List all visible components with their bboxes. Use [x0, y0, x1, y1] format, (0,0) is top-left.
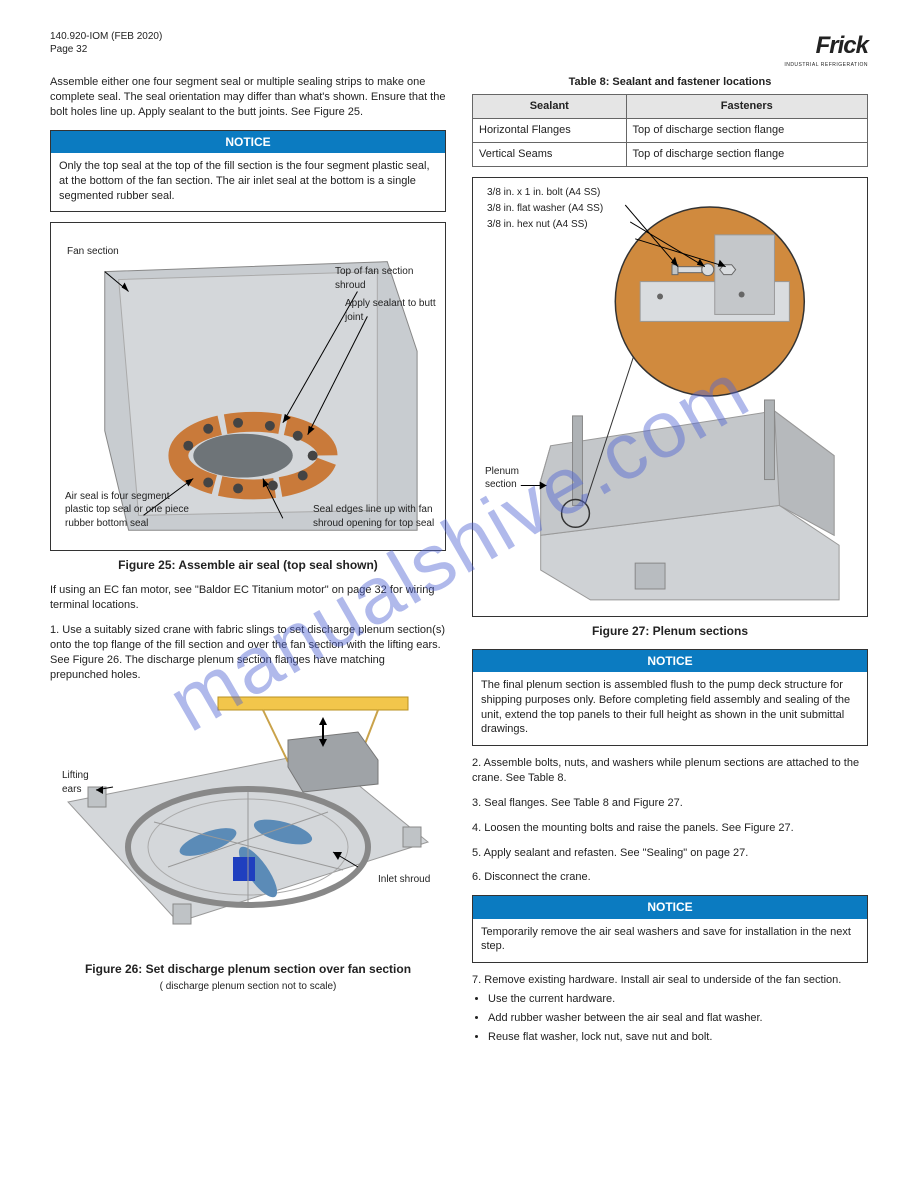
td: Top of discharge section flange	[626, 118, 867, 142]
td: Horizontal Flanges	[473, 118, 627, 142]
figure-26-box: Lifting ears Inlet shroud	[50, 692, 446, 957]
notice-1-text: Only the top seal at the top of the fill…	[59, 160, 430, 202]
step-6: 6. Disconnect the crane.	[472, 870, 868, 885]
step-1-text: Use a suitably sized crane with fabric s…	[50, 624, 445, 681]
intro-paragraph-2: If using an EC fan motor, see "Baldor EC…	[50, 583, 446, 613]
table-header-row: Sealant Fasteners	[473, 94, 868, 118]
header-docinfo: 140.920-IOM (FEB 2020) Page 32	[50, 30, 162, 56]
th-fasteners: Fasteners	[626, 94, 867, 118]
notice-2-text: The final plenum section is assembled fl…	[481, 679, 850, 736]
page-number: Page 32	[50, 43, 162, 56]
page-header: 140.920-IOM (FEB 2020) Page 32 Frick IND…	[50, 30, 868, 69]
td: Vertical Seams	[473, 142, 627, 166]
step-5-num: 5.	[472, 847, 481, 859]
left-column: Assemble either one four segment seal or…	[50, 75, 446, 1054]
step-6-text: Disconnect the crane.	[484, 871, 590, 883]
fig25-label-c: Apply sealant to butt joint	[339, 295, 439, 330]
step-2-num: 2.	[472, 757, 481, 769]
fig27-label-b: 3/8 in. hex nut (A4 SS)	[481, 216, 631, 238]
notice-bar-3: NOTICE	[472, 895, 868, 918]
fig25-label-a: Top of fan section shroud	[329, 263, 439, 298]
step-1-num: 1.	[50, 624, 59, 636]
table-8-caption: Table 8: Sealant and fastener locations	[472, 75, 868, 90]
step-7-lead: Remove existing hardware. Install air se…	[484, 974, 841, 986]
notice-bar-2: NOTICE	[472, 649, 868, 672]
step-3-text: Seal flanges. See Table 8 and Figure 27.	[484, 797, 683, 809]
table-row: Horizontal Flanges Top of discharge sect…	[473, 118, 868, 142]
fig25-label-e: Seal edges line up with fan shroud openi…	[307, 501, 437, 536]
step-5-text: Apply sealant and refasten. See "Sealing…	[484, 847, 749, 859]
figure-27-box: 3/8 in. x 1 in. bolt (A4 SS) 3/8 in. fla…	[472, 177, 868, 617]
step-3: 3. Seal flanges. See Table 8 and Figure …	[472, 796, 868, 811]
th-sealant: Sealant	[473, 94, 627, 118]
step-3-num: 3.	[472, 797, 481, 809]
step-7-bullet: Reuse flat washer, lock nut, save nut an…	[488, 1030, 868, 1045]
fig26-label-b: Inlet shroud	[372, 871, 442, 893]
figure-26-caption: Figure 26: Set discharge plenum section …	[50, 961, 446, 977]
step-5: 5. Apply sealant and refasten. See "Seal…	[472, 846, 868, 861]
step-7-num: 7.	[472, 974, 481, 986]
td: Top of discharge section flange	[626, 142, 867, 166]
logo-text: Frick	[784, 30, 868, 62]
fig26-label-a: Lifting ears	[56, 767, 106, 802]
doc-id: 140.920-IOM (FEB 2020)	[50, 30, 162, 43]
step-4-text: Loosen the mounting bolts and raise the …	[484, 822, 793, 834]
fig27-label-d: Plenum section	[479, 463, 529, 498]
fig25-label-d: Air seal is four segment plastic top sea…	[59, 488, 189, 537]
notice-bar-1: NOTICE	[50, 130, 446, 153]
step-7-bullet: Add rubber washer between the air seal a…	[488, 1011, 868, 1026]
step-2: 2. Assemble bolts, nuts, and washers whi…	[472, 756, 868, 786]
step-6-num: 6.	[472, 871, 481, 883]
logo-subtext: INDUSTRIAL REFRIGERATION	[784, 62, 868, 69]
table-row: Vertical Seams Top of discharge section …	[473, 142, 868, 166]
intro-paragraph-1: Assemble either one four segment seal or…	[50, 75, 446, 120]
notice-body-1: Only the top seal at the top of the fill…	[50, 153, 446, 213]
step-7-bullet: Use the current hardware.	[488, 992, 868, 1007]
step-1: 1. Use a suitably sized crane with fabri…	[50, 623, 446, 682]
step-2-text: Assemble bolts, nuts, and washers while …	[472, 757, 859, 784]
figure-26-subcaption: ( discharge plenum section not to scale)	[50, 980, 446, 994]
notice-body-3: Temporarily remove the air seal washers …	[472, 919, 868, 964]
logo: Frick INDUSTRIAL REFRIGERATION	[784, 30, 868, 69]
step-4-num: 4.	[472, 822, 481, 834]
figure-27-illustration	[481, 186, 859, 606]
notice-3-text: Temporarily remove the air seal washers …	[481, 926, 851, 953]
figure-25-box: Fan section Top of fan section shroud Ap…	[50, 222, 446, 551]
figure-26-illustration	[50, 692, 446, 952]
notice-body-2: The final plenum section is assembled fl…	[472, 672, 868, 746]
figure-25-caption: Figure 25: Assemble air seal (top seal s…	[50, 557, 446, 573]
table-8: Sealant Fasteners Horizontal Flanges Top…	[472, 94, 868, 167]
right-column: Table 8: Sealant and fastener locations …	[472, 75, 868, 1054]
step-7: 7. Remove existing hardware. Install air…	[472, 973, 868, 1044]
step-4: 4. Loosen the mounting bolts and raise t…	[472, 821, 868, 836]
figure-27-caption: Figure 27: Plenum sections	[472, 623, 868, 639]
fig25-label-b: Fan section	[61, 243, 131, 265]
